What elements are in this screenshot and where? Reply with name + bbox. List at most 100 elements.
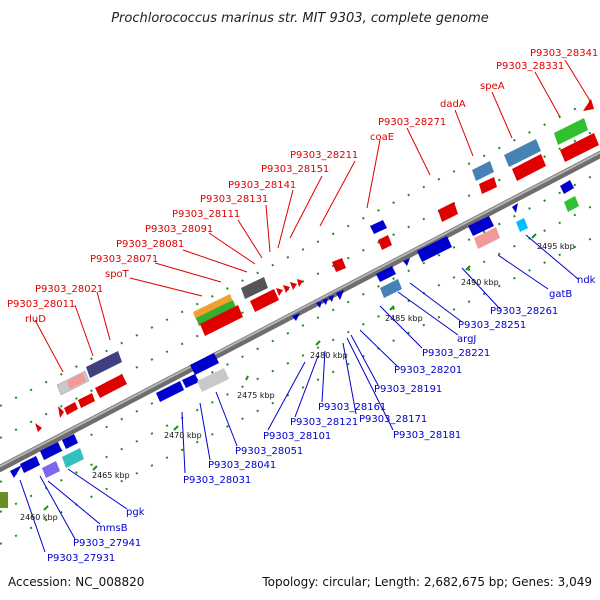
gene-arrow (512, 203, 518, 213)
gene-label[interactable]: P9303_28341 (530, 48, 598, 59)
track-dots (0, 95, 600, 545)
genome-summary: Topology: circular; Length: 2,682,675 bp… (261, 575, 592, 589)
gene-rect (67, 373, 86, 389)
gene-arrow (182, 374, 199, 388)
gene-arrow (20, 456, 40, 473)
accession-label: Accession: NC_008820 (8, 575, 144, 589)
gene-label[interactable]: P9303_28011 (7, 299, 75, 310)
gene-rect (42, 461, 60, 478)
gene-arrow (292, 313, 300, 321)
gene-arrow (190, 353, 219, 375)
gene-label[interactable]: P9303_28121 (290, 417, 358, 428)
ruler-label: 2475 kbp (237, 391, 275, 400)
gene-label[interactable]: P9303_28181 (393, 430, 461, 441)
gene-label[interactable]: P9303_28251 (458, 320, 526, 331)
bottom-gene-labels: P9303_27931 P9303_27941 mmsB pgk P9303_2… (47, 275, 596, 564)
gene-label[interactable]: dadA (440, 99, 466, 110)
gene-arrow (376, 266, 396, 282)
gene-arrow (370, 220, 387, 234)
gene-label[interactable]: P9303_28111 (172, 209, 240, 220)
gene-label[interactable]: P9303_28201 (394, 365, 462, 376)
ruler-label: 2495 kbp (537, 242, 575, 251)
gene-arrow (332, 258, 346, 272)
gene-rect (62, 448, 84, 468)
gene-rect (554, 118, 588, 145)
gene-label[interactable]: P9303_28151 (261, 164, 329, 175)
gene-label[interactable]: mmsB (96, 523, 128, 534)
gene-label[interactable]: coaE (370, 132, 394, 143)
gene-label[interactable]: P9303_27931 (47, 553, 115, 564)
gene-arrow (64, 402, 78, 415)
ruler-label: 2460 kbp (20, 513, 58, 522)
gene-arrow (78, 393, 95, 408)
top-leaders (34, 59, 593, 373)
ruler-ticks (43, 233, 537, 511)
gene-label[interactable]: P9303_28031 (183, 475, 251, 486)
gene-label[interactable]: P9303_28191 (374, 384, 442, 395)
gene-rect (86, 351, 122, 378)
gene-label[interactable]: argJ (457, 334, 476, 345)
gene-arrow (438, 202, 458, 222)
gene-label[interactable]: P9303_28171 (359, 414, 427, 425)
gene-arrow (156, 381, 184, 402)
gene-rect (380, 279, 402, 298)
gene-label[interactable]: P9303_28141 (228, 180, 296, 191)
gene-rect (197, 368, 229, 392)
gene-arrow (58, 406, 64, 418)
gene-rect (474, 227, 500, 249)
gene-label[interactable]: speA (480, 81, 505, 92)
gene-arrow (512, 154, 546, 181)
gene-label[interactable]: P9303_28101 (263, 431, 331, 442)
gene-arrow (479, 177, 497, 194)
gene-label[interactable]: P9303_28131 (200, 194, 268, 205)
gene-label[interactable]: P9303_28271 (378, 117, 446, 128)
gene-arrow (62, 434, 78, 449)
gene-label[interactable]: P9303_28081 (116, 239, 184, 250)
gene-rect (472, 161, 494, 181)
gene-arrow (328, 295, 334, 302)
gene-arrow (583, 99, 594, 111)
ruler-labels: 2460 kbp 2465 kbp 2470 kbp 2475 kbp 2480… (20, 242, 575, 522)
gene-arrow (40, 442, 62, 460)
ruler-label: 2485 kbp (385, 314, 423, 323)
gene-label[interactable]: ndk (577, 275, 596, 286)
gene-label[interactable]: rluD (25, 314, 46, 325)
gene-arrow (250, 289, 279, 312)
gene-arrow (10, 465, 22, 478)
gene-rect (0, 492, 8, 508)
gene-arrow (200, 305, 243, 336)
gene-label[interactable]: P9303_28161 (318, 402, 386, 413)
gene-label[interactable]: spoT (105, 269, 130, 280)
gene-label[interactable]: P9303_28091 (145, 224, 213, 235)
gene-arrow (560, 133, 599, 162)
gene-label[interactable]: P9303_28051 (235, 446, 303, 457)
gene-label[interactable]: gatB (549, 289, 572, 300)
gene-rect (241, 277, 268, 299)
gene-arrow (316, 301, 322, 308)
gene-label[interactable]: P9303_28071 (90, 254, 158, 265)
gene-label[interactable]: P9303_28221 (422, 348, 490, 359)
ruler-label: 2480 kbp (310, 351, 348, 360)
gene-rect (193, 294, 233, 320)
gene-label[interactable]: P9303_28211 (290, 150, 358, 161)
ruler-label: 2490 kbp (461, 278, 499, 287)
gene-arrow (322, 298, 328, 305)
gene-rect (196, 300, 236, 326)
gene-arrow (560, 180, 574, 194)
gene-label[interactable]: P9303_28021 (35, 284, 103, 295)
gene-label[interactable]: P9303_27941 (73, 538, 141, 549)
gene-label[interactable]: pgk (126, 507, 145, 518)
ruler-label: 2465 kbp (92, 471, 130, 480)
chromosome-backbone (0, 150, 600, 473)
gene-label[interactable]: P9303_28261 (490, 306, 558, 317)
gene-label[interactable]: P9303_28331 (496, 61, 564, 72)
gene-label[interactable]: P9303_28041 (208, 460, 276, 471)
gene-arrow (283, 285, 290, 293)
top-gene-labels: rluD P9303_28011 P9303_28021 spoT P9303_… (7, 48, 598, 325)
gene-rect (504, 139, 541, 167)
gene-arrow (336, 290, 344, 300)
gene-arrow (95, 374, 127, 398)
genome-title: Prochlorococcus marinus str. MIT 9303, c… (111, 11, 489, 26)
gene-arrow (290, 282, 297, 290)
